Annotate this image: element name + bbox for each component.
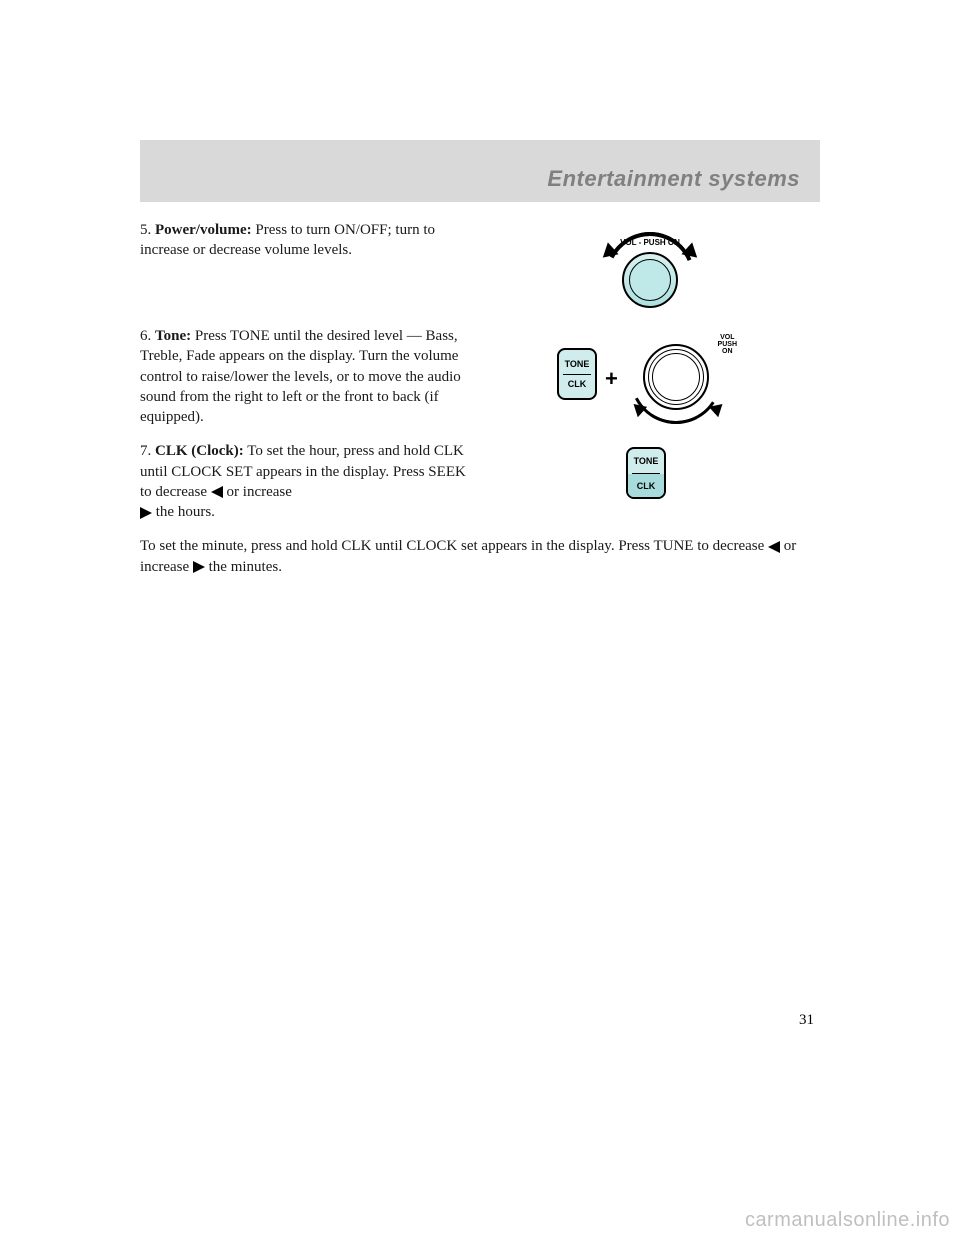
item-7-body-b: or increase — [223, 484, 292, 500]
minute-paragraph: To set the minute, press and hold CLK un… — [140, 536, 820, 577]
dial-label: VOLPUSHON — [718, 334, 737, 355]
clk-btn-bot: CLK — [628, 474, 664, 498]
item-7-text: 7. CLK (Clock): To set the hour, press a… — [140, 441, 480, 528]
item-7-row: 7. CLK (Clock): To set the hour, press a… — [140, 441, 820, 528]
header-title: Entertainment systems — [547, 166, 800, 192]
item-7-label: CLK (Clock): — [155, 443, 244, 459]
volume-label: VOL - PUSH ON — [590, 238, 710, 247]
triangle-right-icon — [140, 507, 152, 519]
item-5-num: 5. — [140, 222, 151, 238]
header-bar: Entertainment systems — [140, 140, 820, 202]
button-divider-icon — [563, 374, 591, 375]
item-6-text: 6. Tone: Press TONE until the desired le… — [140, 326, 480, 433]
tone-btn-bot: CLK — [568, 379, 587, 389]
item-5-label: Power/volume: — [155, 222, 252, 238]
content: 5. Power/volume: Press to turn ON/OFF; t… — [140, 202, 820, 577]
para-a: To set the minute, press and hold CLK un… — [140, 538, 768, 554]
page: Entertainment systems 5. Power/volume: P… — [140, 140, 820, 577]
item-6-label: Tone: — [155, 328, 191, 344]
tone-btn-top: TONE — [565, 359, 590, 369]
para-c: the minutes. — [205, 559, 282, 575]
item-5-figure: VOL - PUSH ON — [480, 220, 820, 318]
knob-inner-icon — [629, 259, 671, 301]
volume-knob-icon: VOL - PUSH ON — [590, 224, 710, 318]
tone-clk-button-icon: TONE CLK — [557, 348, 597, 400]
triangle-left-icon — [768, 541, 780, 553]
item-6-row: 6. Tone: Press TONE until the desired le… — [140, 326, 820, 433]
item-5-row: 5. Power/volume: Press to turn ON/OFF; t… — [140, 220, 820, 318]
tone-clk-button-icon: TONE CLK — [626, 447, 666, 499]
item-5-text: 5. Power/volume: Press to turn ON/OFF; t… — [140, 220, 480, 267]
page-number: 31 — [140, 1012, 820, 1029]
tone-figure-icon: TONE CLK + VOLPUSHON — [555, 330, 745, 422]
dial-wrap: VOLPUSHON — [625, 336, 735, 422]
triangle-left-icon — [211, 486, 223, 498]
item-7-figure: TONE CLK — [480, 441, 820, 505]
plus-icon: + — [605, 366, 618, 392]
triangle-right-icon — [193, 561, 205, 573]
clk-figure-icon: TONE CLK — [620, 445, 680, 505]
item-6-figure: TONE CLK + VOLPUSHON — [480, 326, 820, 422]
item-7-num: 7. — [140, 443, 151, 459]
watermark: carmanualsonline.info — [745, 1209, 950, 1232]
clk-btn-top: TONE — [634, 449, 659, 473]
item-6-num: 6. — [140, 328, 151, 344]
item-7-body-c: the hours. — [152, 504, 215, 520]
